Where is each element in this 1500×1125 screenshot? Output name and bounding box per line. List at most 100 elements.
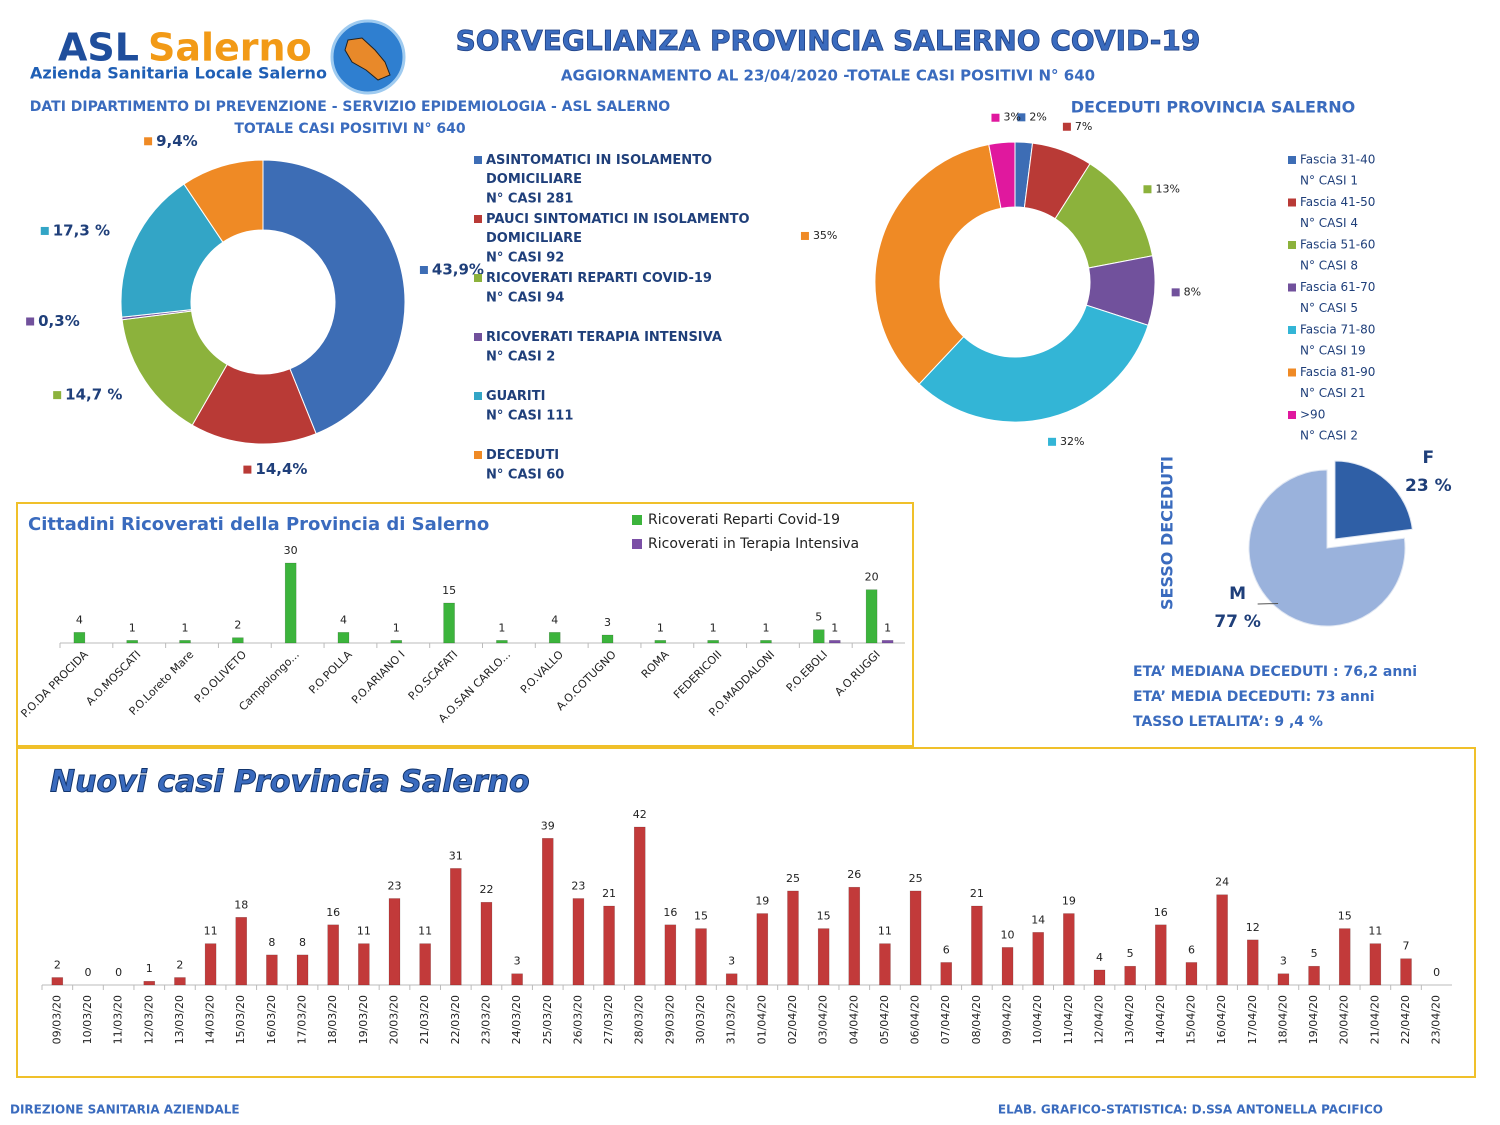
x-tick-label: P.O.VALLO bbox=[518, 648, 566, 696]
value-label: 25 bbox=[786, 872, 800, 885]
bar bbox=[787, 890, 799, 986]
value-label: 21 bbox=[970, 887, 984, 900]
slice-label: 14,7 % bbox=[65, 386, 122, 404]
value-label: 6 bbox=[1188, 943, 1195, 956]
pie-value-label: 77 % bbox=[1214, 612, 1261, 632]
donut-slice bbox=[183, 159, 264, 243]
legend-cases: N° CASI 5 bbox=[1300, 301, 1358, 315]
bar bbox=[654, 640, 667, 644]
value-label: 2 bbox=[176, 958, 183, 971]
value-label: 4 bbox=[551, 613, 558, 626]
value-label: 5 bbox=[815, 611, 822, 624]
value-label: 11 bbox=[204, 925, 218, 938]
value-label: 42 bbox=[633, 808, 647, 821]
slice-label: 13% bbox=[1155, 182, 1179, 195]
value-label: 4 bbox=[76, 613, 83, 626]
donut-slice bbox=[262, 159, 406, 435]
legend-label: Fascia 61-70 bbox=[1300, 280, 1375, 294]
bar bbox=[419, 943, 431, 986]
x-tick-label: A.O.RUGGI bbox=[832, 648, 883, 699]
donut-slice bbox=[918, 304, 1149, 423]
footer-right: ELAB. GRAFICO-STATISTICA: D.SSA ANTONELL… bbox=[998, 1103, 1383, 1117]
bar bbox=[1369, 943, 1382, 986]
value-label: 3 bbox=[728, 955, 735, 968]
value-label: 1 bbox=[762, 621, 769, 634]
bar bbox=[707, 640, 719, 644]
x-tick-label: 11/04/20 bbox=[1062, 995, 1075, 1044]
bar bbox=[51, 977, 64, 986]
label-marker bbox=[991, 113, 1000, 122]
value-label: 16 bbox=[1154, 906, 1168, 919]
bar bbox=[1338, 928, 1351, 986]
bar bbox=[337, 632, 350, 644]
value-label: 11 bbox=[418, 925, 432, 938]
x-tick-label: 19/04/20 bbox=[1307, 995, 1320, 1044]
x-tick-label: 01/04/20 bbox=[755, 995, 768, 1044]
bar bbox=[388, 898, 401, 986]
bar bbox=[817, 928, 830, 986]
legend-cases: N° CASI 92 bbox=[486, 251, 564, 266]
bar bbox=[756, 913, 769, 986]
x-tick-label: 20/04/20 bbox=[1338, 995, 1351, 1044]
value-label: 0 bbox=[1433, 966, 1440, 979]
x-tick-label: 31/03/20 bbox=[725, 995, 738, 1044]
page-title: SORVEGLIANZA PROVINCIA SALERNO COVID-19 bbox=[456, 24, 1201, 57]
x-tick-label: 25/03/20 bbox=[541, 995, 554, 1044]
label-marker bbox=[53, 391, 62, 400]
value-label: 8 bbox=[299, 936, 306, 949]
bar bbox=[450, 868, 462, 986]
stat-lethality: TASSO LETALITA’: 9 ,4 % bbox=[1133, 714, 1323, 730]
legend-label: RICOVERATI TERAPIA INTENSIVA bbox=[486, 330, 722, 345]
bar bbox=[865, 589, 878, 644]
bar bbox=[881, 640, 894, 644]
legend-swatch bbox=[1288, 198, 1296, 207]
legend-cases: N° CASI 281 bbox=[486, 192, 573, 207]
legend-label: Fascia 81-90 bbox=[1300, 365, 1375, 379]
legend-cases: N° CASI 2 bbox=[486, 350, 555, 365]
value-label: 14 bbox=[1031, 913, 1045, 926]
x-tick-label: P.O.SCAFATI bbox=[406, 648, 461, 703]
x-tick-label: 23/03/20 bbox=[479, 995, 492, 1044]
value-label: 5 bbox=[1311, 947, 1318, 960]
bar bbox=[284, 562, 297, 644]
pie-category: F bbox=[1423, 448, 1435, 468]
slice-label: 0,3% bbox=[38, 312, 80, 330]
bar bbox=[390, 640, 403, 644]
legend-swatch bbox=[1288, 241, 1296, 249]
legend-label: Fascia 51-60 bbox=[1300, 238, 1375, 252]
value-label: 31 bbox=[449, 849, 463, 862]
x-tick-label: 13/04/20 bbox=[1123, 995, 1136, 1044]
bar bbox=[572, 898, 585, 986]
label-marker bbox=[419, 266, 428, 275]
legend-swatch bbox=[474, 333, 482, 341]
x-tick-label: 07/04/20 bbox=[939, 995, 952, 1044]
value-label: 11 bbox=[878, 925, 892, 938]
x-tick-label: 19/03/20 bbox=[357, 995, 370, 1044]
pie-slice bbox=[1248, 469, 1406, 627]
bar bbox=[327, 924, 339, 986]
x-tick-label: 09/03/20 bbox=[50, 995, 63, 1044]
bar bbox=[695, 928, 707, 986]
slice-label: 9,4% bbox=[156, 132, 198, 150]
label-marker bbox=[1062, 122, 1071, 131]
bar bbox=[909, 890, 922, 986]
legend-cases: N° CASI 8 bbox=[1300, 259, 1358, 273]
logo-asl: ASL bbox=[58, 26, 139, 70]
value-label: 2 bbox=[234, 619, 241, 632]
logo-subtitle: Azienda Sanitaria Locale Salerno bbox=[30, 64, 327, 83]
value-label: 7 bbox=[1403, 940, 1410, 953]
bar bbox=[1001, 947, 1014, 986]
value-label: 12 bbox=[1246, 921, 1260, 934]
bar bbox=[266, 954, 278, 986]
bar bbox=[1277, 973, 1290, 986]
bar bbox=[760, 640, 772, 644]
x-tick-label: P.O.POLLA bbox=[306, 648, 355, 697]
value-label: 1 bbox=[657, 621, 664, 634]
x-tick-label: 13/03/20 bbox=[173, 995, 186, 1044]
value-label: 18 bbox=[234, 898, 248, 911]
legend-swatch bbox=[474, 392, 482, 400]
x-tick-label: 15/03/20 bbox=[234, 995, 247, 1044]
value-label: 16 bbox=[326, 906, 340, 919]
value-label: 1 bbox=[710, 621, 717, 634]
